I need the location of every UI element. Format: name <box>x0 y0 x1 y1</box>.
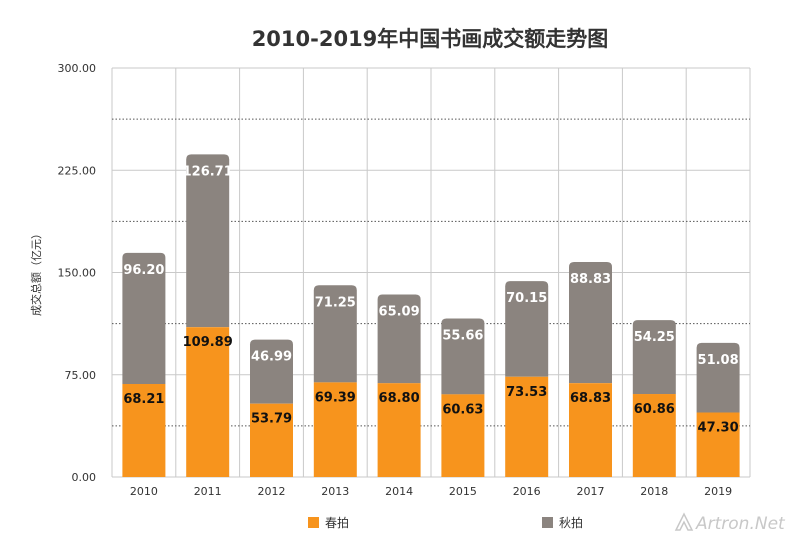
data-label-autumn: 88.83 <box>570 272 611 287</box>
bar-spring <box>377 383 421 477</box>
watermark-text: Artron.Net <box>695 514 786 534</box>
bar-autumn <box>313 285 357 383</box>
x-tick-label: 2019 <box>704 485 732 498</box>
data-label-autumn: 46.99 <box>251 350 292 365</box>
bar-autumn <box>569 262 612 384</box>
x-tick-label: 2016 <box>513 485 541 498</box>
bar-spring <box>313 382 357 477</box>
x-tick-label: 2018 <box>640 485 668 498</box>
bar-autumn <box>441 318 485 395</box>
data-label-spring: 60.86 <box>634 402 675 417</box>
data-label-spring: 47.30 <box>698 421 739 436</box>
x-tick-label: 2012 <box>258 485 286 498</box>
data-label-spring: 68.80 <box>379 391 420 406</box>
data-label-spring: 53.79 <box>251 412 292 427</box>
x-tick-label: 2011 <box>194 485 222 498</box>
bar-spring <box>696 412 740 477</box>
data-label-autumn: 54.25 <box>634 330 675 345</box>
y-axis: 0.00 75.00 150.00 225.00 300.00 <box>58 62 97 484</box>
watermark: Artron.Net <box>674 512 786 534</box>
y-tick-label: 225.00 <box>58 164 97 177</box>
legend-label-spring: 春拍 <box>325 515 349 530</box>
data-label-autumn: 71.25 <box>315 295 356 310</box>
bar-autumn <box>377 294 421 384</box>
bar-autumn <box>505 281 549 377</box>
y-tick-label: 0.00 <box>72 471 97 484</box>
y-tick-label: 75.00 <box>65 369 97 382</box>
bar-autumn <box>632 320 676 395</box>
y-axis-label: 成交总额（亿元） <box>29 228 43 316</box>
data-label-spring: 73.53 <box>506 385 547 400</box>
bar-spring <box>441 394 485 477</box>
data-label-autumn: 51.08 <box>698 353 739 368</box>
legend-swatch-autumn <box>542 517 553 528</box>
data-label-spring: 68.21 <box>123 392 164 407</box>
x-axis: 2010 2011 2012 2013 2014 2015 2016 2017 2018 2019 <box>130 485 732 498</box>
legend-swatch-spring <box>308 517 319 528</box>
data-label-autumn: 55.66 <box>442 328 483 343</box>
data-label-spring: 68.83 <box>570 391 611 406</box>
data-label-autumn: 96.20 <box>123 263 164 278</box>
bar-spring <box>186 327 230 477</box>
data-label-spring: 60.63 <box>442 402 483 417</box>
bar-spring <box>505 376 549 477</box>
data-label-autumn: 70.15 <box>506 291 547 306</box>
data-label-spring: 109.89 <box>183 335 233 350</box>
bar-autumn <box>250 339 293 404</box>
legend: 春拍 秋拍 <box>308 515 583 530</box>
data-label-autumn: 126.71 <box>183 164 233 179</box>
bar-spring <box>250 403 293 477</box>
x-tick-label: 2017 <box>577 485 605 498</box>
x-tick-label: 2014 <box>385 485 413 498</box>
x-tick-label: 2013 <box>321 485 349 498</box>
data-label-autumn: 65.09 <box>379 304 420 319</box>
bar-autumn <box>186 154 230 328</box>
legend-label-autumn: 秋拍 <box>559 515 583 530</box>
bar-autumn <box>122 252 166 385</box>
bar-spring <box>569 383 612 477</box>
bar-autumn <box>696 342 740 413</box>
artron-logo-icon <box>674 512 694 531</box>
x-tick-label: 2015 <box>449 485 477 498</box>
x-tick-label: 2010 <box>130 485 158 498</box>
y-tick-label: 150.00 <box>58 267 97 280</box>
data-label-spring: 69.39 <box>315 390 356 405</box>
y-tick-label: 300.00 <box>58 62 97 75</box>
chart-title: 2010-2019年中国书画成交额走势图 <box>252 27 609 51</box>
bar-spring <box>632 394 676 477</box>
bars: 68.21 96.20 109.89 126.71 53.79 46.99 69.39 71.… <box>122 154 740 477</box>
bar-spring <box>122 384 166 477</box>
